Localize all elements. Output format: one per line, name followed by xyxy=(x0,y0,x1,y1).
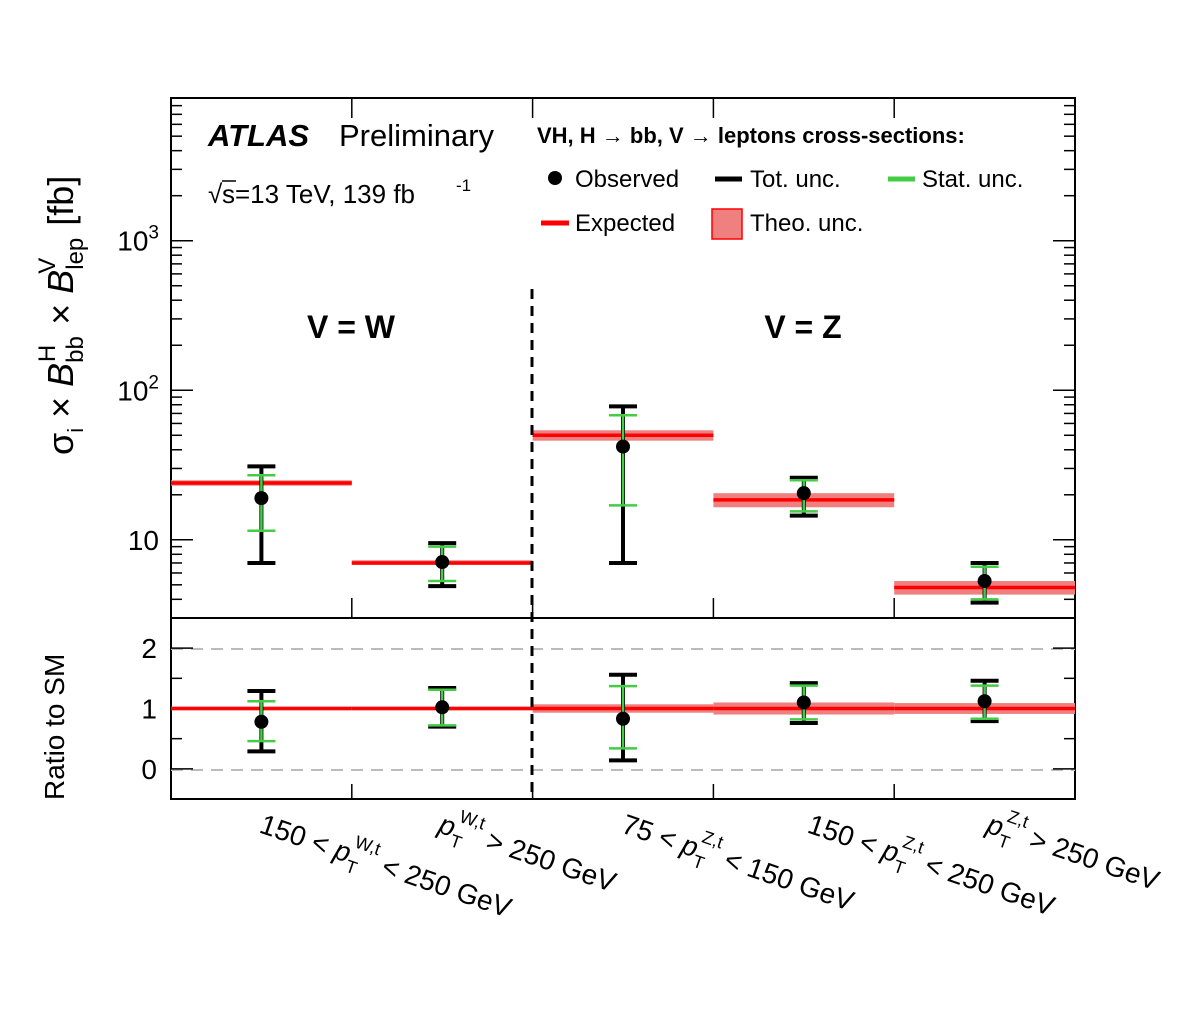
legend-observed-label: Observed xyxy=(575,166,679,193)
bottom-y-tick-label: 1 xyxy=(141,694,157,725)
legend-stat-unc-label: Stat. unc. xyxy=(922,166,1023,193)
svg-text:σi × BbbH × BlepV [fb]: σi × BbbH × BlepV [fb] xyxy=(34,176,89,455)
top-y-tick-label: 102 xyxy=(117,372,159,406)
legend-expected-label: Expected xyxy=(575,210,675,237)
energy-lumi-label: s=13 TeV, 139 fb xyxy=(222,179,415,209)
data-marks xyxy=(247,404,999,763)
ratio-observed-point xyxy=(977,694,992,709)
ratio-observed-point xyxy=(616,711,630,726)
energy-lumi-superscript: -1 xyxy=(456,176,471,195)
atlas-label: ATLAS xyxy=(207,118,309,153)
region-label-w: V = W xyxy=(307,309,396,345)
ratio-observed-point xyxy=(435,700,450,715)
legend-title: VH, H → bb, V → leptons cross-sections: xyxy=(537,123,965,148)
top-y-tick-label: 103 xyxy=(117,223,159,257)
legend-observed-marker xyxy=(548,171,562,185)
top-observed-point xyxy=(616,439,630,454)
preliminary-label: Preliminary xyxy=(339,118,495,153)
top-y-ticks: 10 102 103 xyxy=(117,97,1075,619)
sqrt-symbol: √ xyxy=(208,179,223,209)
bottom-y-tick-label: 0 xyxy=(141,754,157,785)
top-observed-point xyxy=(977,574,992,589)
bottom-y-tick-label: 2 xyxy=(141,633,157,664)
top-observed-point xyxy=(796,486,811,501)
top-observed-point xyxy=(254,491,269,506)
top-observed-point xyxy=(435,555,450,570)
top-y-tick-label: 10 xyxy=(128,525,159,556)
legend-tot-unc-label: Tot. unc. xyxy=(750,166,841,193)
legend-theo-unc-box xyxy=(711,208,743,240)
top-y-axis-title: σi × BbbH × BlepV [fb] xyxy=(34,176,89,455)
bottom-y-axis-title: Ratio to SM xyxy=(39,654,70,800)
ratio-observed-point xyxy=(796,695,811,710)
bottom-y-ticks: 0 1 2 xyxy=(141,98,1076,800)
legend-theo-unc-label: Theo. unc. xyxy=(750,210,863,237)
ratio-observed-point xyxy=(254,714,269,729)
region-label-z: V = Z xyxy=(764,309,841,345)
